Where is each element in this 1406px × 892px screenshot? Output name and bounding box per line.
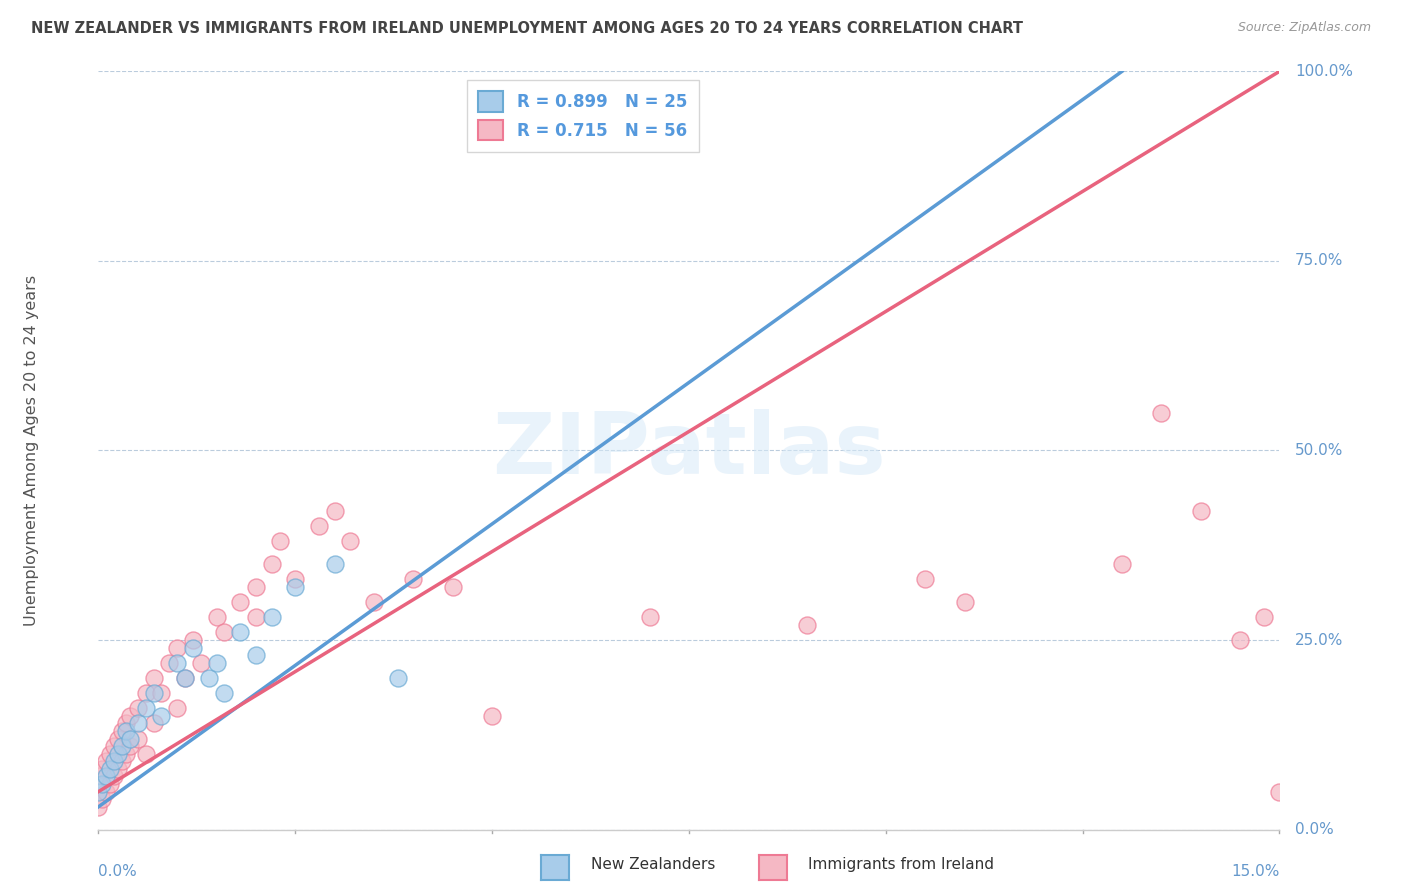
- Point: [115, 724, 138, 739]
- Text: ZIPatlas: ZIPatlas: [492, 409, 886, 492]
- Point: [111, 739, 134, 753]
- Point: [135, 747, 157, 761]
- Point: [142, 686, 165, 700]
- Text: New Zealanders: New Zealanders: [591, 857, 714, 872]
- Point: [96, 755, 118, 769]
- Point: [387, 671, 409, 685]
- Point: [1111, 557, 1133, 572]
- Point: [115, 716, 138, 731]
- Point: [87, 800, 110, 814]
- Point: [205, 610, 228, 624]
- Point: [118, 731, 141, 746]
- Point: [87, 785, 110, 799]
- Point: [111, 724, 134, 739]
- Point: [107, 747, 129, 761]
- Point: [181, 633, 204, 648]
- Point: [111, 755, 134, 769]
- Point: [98, 747, 121, 761]
- Point: [96, 769, 118, 784]
- Point: [142, 716, 165, 731]
- Point: [166, 656, 188, 670]
- Text: 15.0%: 15.0%: [1232, 863, 1279, 879]
- Point: [91, 762, 114, 776]
- Point: [214, 686, 236, 700]
- Point: [914, 573, 936, 587]
- Point: [118, 739, 141, 753]
- Text: 0.0%: 0.0%: [1295, 822, 1334, 837]
- Point: [245, 610, 267, 624]
- Point: [190, 656, 212, 670]
- Point: [363, 595, 385, 609]
- Point: [135, 701, 157, 715]
- Point: [245, 648, 267, 662]
- Point: [260, 557, 283, 572]
- Point: [1253, 610, 1275, 624]
- Point: [284, 580, 307, 594]
- Point: [98, 777, 121, 791]
- Point: [214, 625, 236, 640]
- Point: [103, 769, 125, 784]
- Point: [1189, 504, 1212, 518]
- Point: [796, 617, 818, 632]
- Text: Immigrants from Ireland: Immigrants from Ireland: [808, 857, 994, 872]
- Point: [127, 701, 149, 715]
- Point: [269, 534, 291, 549]
- Point: [103, 739, 125, 753]
- Point: [245, 580, 267, 594]
- Point: [197, 671, 219, 685]
- Point: [91, 792, 114, 806]
- Text: Unemployment Among Ages 20 to 24 years: Unemployment Among Ages 20 to 24 years: [24, 275, 39, 626]
- Point: [157, 656, 180, 670]
- Point: [1150, 405, 1173, 420]
- Point: [1229, 633, 1251, 648]
- Point: [115, 747, 138, 761]
- Point: [481, 708, 503, 723]
- Point: [953, 595, 976, 609]
- Point: [229, 595, 252, 609]
- Point: [98, 762, 121, 776]
- Text: 25.0%: 25.0%: [1295, 632, 1344, 648]
- Text: 75.0%: 75.0%: [1295, 253, 1344, 268]
- Text: 0.0%: 0.0%: [98, 863, 138, 879]
- Point: [402, 573, 425, 587]
- Point: [181, 640, 204, 655]
- Point: [205, 656, 228, 670]
- Text: NEW ZEALANDER VS IMMIGRANTS FROM IRELAND UNEMPLOYMENT AMONG AGES 20 TO 24 YEARS : NEW ZEALANDER VS IMMIGRANTS FROM IRELAND…: [31, 21, 1024, 36]
- Point: [150, 686, 173, 700]
- Point: [150, 708, 173, 723]
- Point: [166, 640, 188, 655]
- Point: [339, 534, 361, 549]
- Point: [284, 573, 307, 587]
- Point: [96, 785, 118, 799]
- Point: [87, 769, 110, 784]
- Point: [107, 731, 129, 746]
- Point: [107, 762, 129, 776]
- Point: [174, 671, 197, 685]
- Point: [103, 755, 125, 769]
- Point: [638, 610, 661, 624]
- Point: [229, 625, 252, 640]
- Point: [323, 557, 346, 572]
- Point: [135, 686, 157, 700]
- Point: [308, 519, 330, 533]
- Point: [323, 504, 346, 518]
- Text: Source: ZipAtlas.com: Source: ZipAtlas.com: [1237, 21, 1371, 34]
- Point: [127, 716, 149, 731]
- Point: [441, 580, 464, 594]
- Point: [1268, 785, 1291, 799]
- Point: [118, 708, 141, 723]
- Point: [127, 731, 149, 746]
- Point: [174, 671, 197, 685]
- Point: [166, 701, 188, 715]
- Point: [91, 777, 114, 791]
- Text: 100.0%: 100.0%: [1295, 64, 1353, 78]
- Text: 50.0%: 50.0%: [1295, 443, 1344, 458]
- Point: [142, 671, 165, 685]
- Point: [260, 610, 283, 624]
- Legend: R = 0.899   N = 25, R = 0.715   N = 56: R = 0.899 N = 25, R = 0.715 N = 56: [467, 79, 699, 152]
